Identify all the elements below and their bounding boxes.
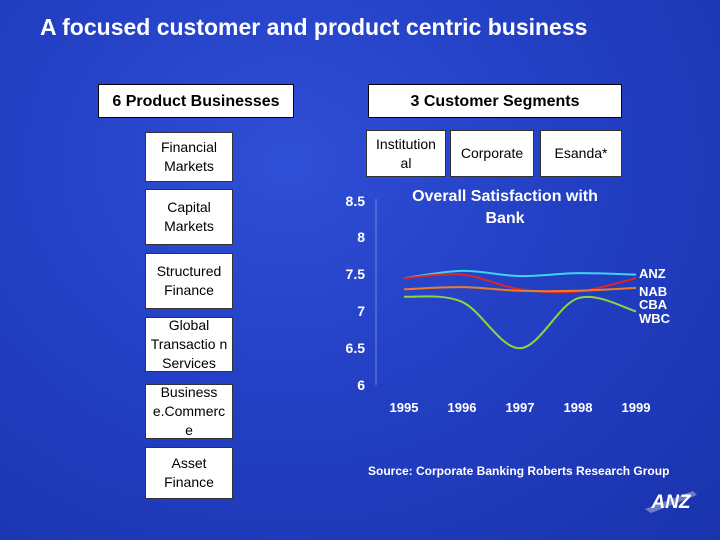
y-tick-label: 7 [357, 303, 365, 319]
y-tick-label: 8.5 [345, 193, 365, 209]
slide-title: A focused customer and product centric b… [40, 14, 588, 40]
anz-logo-swoosh-icon [645, 491, 697, 513]
customer-segments-header: 3 Customer Segments [368, 84, 622, 118]
x-tick-label: 1999 [621, 400, 651, 415]
series-line-anz [403, 269, 637, 280]
chart-title: Overall Satisfaction with Bank [412, 188, 598, 227]
product-structured-finance: Structured Finance [145, 253, 233, 309]
x-tick-label: 1996 [447, 400, 477, 415]
series-line-wbc [403, 295, 637, 350]
x-tick-label: 1998 [563, 400, 593, 415]
series-line-cba [403, 286, 637, 293]
y-tick-label: 8 [357, 229, 365, 245]
y-tick-label: 6.5 [345, 340, 365, 356]
product-asset-finance: Asset Finance [145, 447, 233, 499]
product-businesses-label: 6 Product Businesses [112, 93, 280, 110]
y-tick-label: 6 [357, 377, 365, 393]
source-note: Source: Corporate Banking Roberts Resear… [368, 464, 670, 478]
segment-esanda: Esanda* [540, 130, 622, 177]
legend-anz: ANZ [639, 266, 666, 281]
customer-segments-label: 3 Customer Segments [410, 93, 580, 110]
legend-nab: NAB [639, 284, 668, 299]
anz-logo: ANZ [645, 491, 697, 513]
product-business-ecommerce: Business e.Commerc e [145, 384, 233, 439]
legend-wbc: WBC [639, 311, 671, 326]
series-line-nab [403, 273, 637, 294]
legend-cba: CBA [639, 297, 668, 312]
product-capital-markets: Capital Markets [145, 189, 233, 245]
segment-corporate: Corporate [450, 130, 534, 177]
svg-text:ANZ: ANZ [650, 492, 691, 513]
product-global-transaction-services: Global Transactio n Services [145, 317, 233, 372]
x-tick-label: 1995 [389, 400, 419, 415]
x-tick-label: 1997 [505, 400, 535, 415]
segment-institutional: Institution al [366, 130, 446, 177]
product-businesses-header: 6 Product Businesses [98, 84, 294, 118]
product-financial-markets: Financial Markets [145, 132, 233, 182]
y-tick-label: 7.5 [345, 266, 365, 282]
